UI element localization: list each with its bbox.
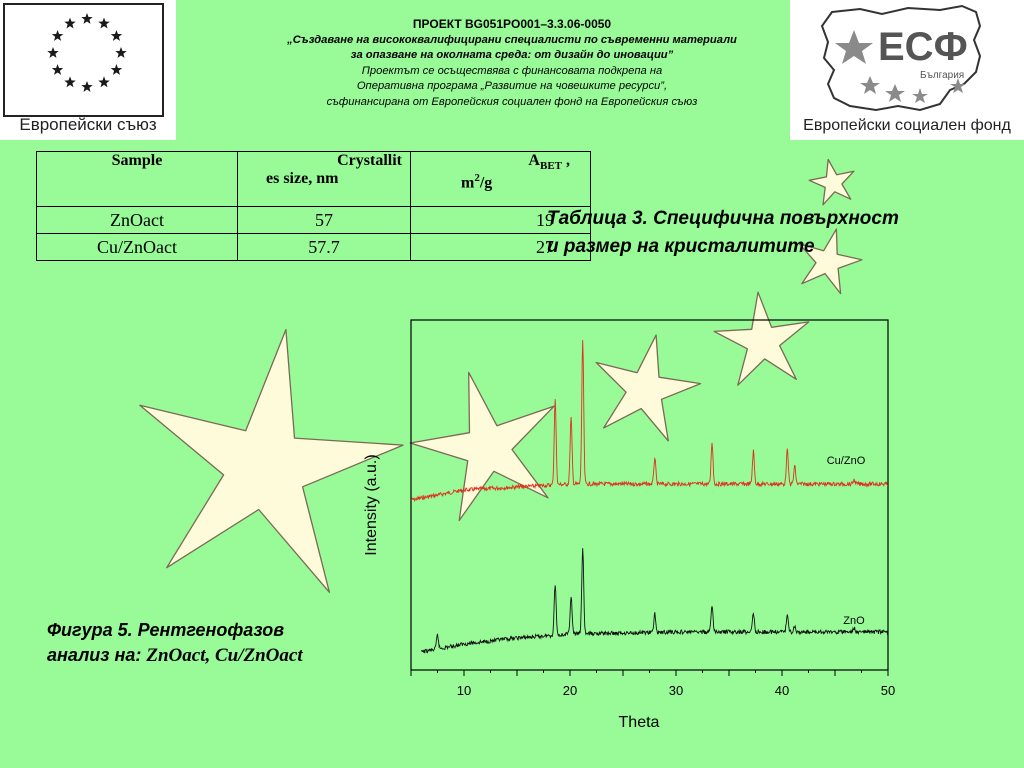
series-label: Cu/ZnO	[827, 455, 866, 467]
chart-series	[410, 339, 889, 654]
eu-star-icon	[81, 81, 93, 92]
cell-sample: Cu/ZnOact	[36, 233, 238, 261]
x-tick-label: 50	[881, 683, 895, 698]
header-area-unit: m	[461, 174, 475, 192]
eu-star-icon	[115, 47, 127, 58]
project-header: ПРОЕКТ BG051PO001–3.3.06-0050 „Създаване…	[180, 17, 844, 111]
project-title-line2: за опазване на околната среда: от дизайн…	[350, 49, 674, 62]
starfish-icon	[808, 158, 855, 206]
header-surface-area: ABET , m2/g	[410, 151, 591, 207]
cell-size: 57.7	[237, 233, 411, 261]
x-tick-label: 40	[775, 683, 789, 698]
series-line	[421, 548, 889, 654]
x-tick-label: 30	[669, 683, 683, 698]
series-labels: Cu/ZnO ZnO	[827, 455, 866, 627]
header-area-unit2: /g	[479, 174, 493, 192]
header-area-subscript: BET	[539, 160, 562, 173]
table-row: Cu/ZnOact 57.7 27	[36, 233, 591, 261]
eu-stars-icon	[47, 13, 127, 92]
x-axis-ticks: 10 20 30 40 50	[410, 670, 895, 698]
y-axis-label: Intensity (a.u.)	[363, 454, 380, 555]
starfish-icon	[409, 371, 555, 522]
figure-caption-prefix: анализ на:	[47, 645, 147, 665]
header-sample: Sample	[36, 151, 238, 207]
eu-star-icon	[51, 64, 64, 75]
project-code: ПРОЕКТ BG051PO001–3.3.06-0050	[412, 17, 612, 31]
esf-mark: ЕСФ	[878, 25, 968, 69]
funding-line1: Проектът се осъществява с финансовата по…	[361, 64, 663, 77]
figure-caption-samples: ZnOact, Cu/ZnOact	[146, 645, 303, 666]
starfish-icon	[798, 228, 863, 295]
table-caption-line2: и размер на кристалитите	[547, 236, 815, 257]
funding-line3: съфинансирана от Европейския социален фо…	[326, 95, 698, 108]
header-area-comma: ,	[562, 152, 570, 169]
eu-star-icon	[81, 13, 93, 24]
table-caption: Таблица 3. Специфична повърхност и разме…	[547, 205, 899, 261]
header-area-line2: m2/g	[411, 172, 590, 192]
table-header-row: Sample Crystallit es size, nm ABET , m2/…	[36, 151, 591, 207]
starfish-icon	[713, 291, 810, 386]
cell-size: 57	[237, 206, 411, 234]
x-tick-label: 20	[563, 683, 577, 698]
figure-caption: Фигура 5. Рентгенофазов анализ на: ZnOac…	[47, 618, 303, 668]
project-title-line1: „Създаване на висококвалифицирани специа…	[287, 33, 737, 46]
eu-flag-icon	[3, 3, 164, 117]
bulgaria-map-icon: ЕСФ България	[820, 4, 982, 112]
table-caption-line1: Таблица 3. Специфична повърхност	[547, 208, 899, 229]
esf-logo: ЕСФ България Европейски социален фонд	[790, 0, 1024, 140]
series-label: ZnO	[843, 615, 865, 627]
funding-line2: Оперативна програма „Развитие на човешки…	[356, 80, 668, 93]
header-area-line1: ABET ,	[411, 152, 590, 172]
x-axis-label: Theta	[619, 714, 660, 731]
series-line	[410, 339, 889, 503]
eu-star-icon	[51, 30, 64, 41]
eu-star-icon	[47, 47, 59, 58]
eu-star-icon	[64, 76, 76, 88]
header-area-superscript: 2	[474, 172, 480, 185]
esf-country: България	[920, 70, 964, 81]
x-tick-label: 10	[457, 683, 471, 698]
header-area-symbol: A	[528, 152, 540, 169]
figure-caption-line1: Фигура 5. Рентгенофазов	[47, 620, 285, 640]
table-row: ZnOact 57 19	[36, 206, 591, 234]
header-size-line2: es size, nm	[266, 170, 339, 187]
cell-sample: ZnOact	[36, 206, 238, 234]
eu-star-icon	[110, 64, 123, 75]
esf-logo-caption: Европейски социален фонд	[803, 117, 1011, 134]
cell-area: 19	[410, 206, 591, 234]
cell-area: 27	[410, 233, 591, 261]
header-size-line1: Crystallit	[337, 152, 402, 169]
eu-star-icon	[110, 30, 123, 41]
figure-caption-line2: анализ на: ZnOact, Cu/ZnOact	[47, 643, 303, 668]
eu-logo-caption: Европейски съюз	[19, 115, 157, 134]
eu-star-icon	[98, 17, 110, 29]
results-table: Sample Crystallit es size, nm ABET , m2/…	[36, 151, 591, 261]
starfish-icon	[139, 328, 404, 593]
plot-frame	[410, 319, 889, 671]
eu-star-icon	[98, 76, 110, 88]
header-sample-label: Sample	[111, 152, 163, 169]
eu-logo: Европейски съюз	[0, 0, 176, 140]
header-crystallite-size: Crystallit es size, nm	[237, 151, 411, 207]
starfish-icon	[595, 334, 702, 442]
eu-star-icon	[64, 17, 76, 29]
